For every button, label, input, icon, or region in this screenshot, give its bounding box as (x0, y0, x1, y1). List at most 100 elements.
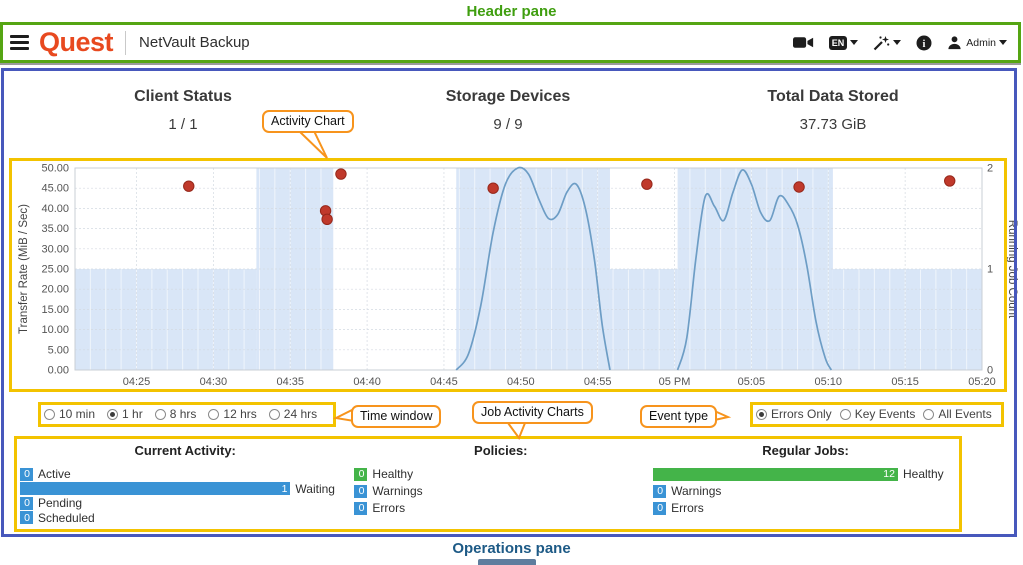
event-type-option-all-events[interactable]: All Events (923, 407, 992, 421)
svg-text:40.00: 40.00 (41, 203, 69, 215)
error-event-dot (321, 213, 333, 226)
summary-row-scheduled[interactable]: 0 Scheduled (20, 511, 350, 525)
svg-text:20.00: 20.00 (41, 284, 69, 296)
summary-row-label: Scheduled (38, 510, 95, 525)
summary-group-title: Policies: (474, 443, 528, 458)
svg-text:04:50: 04:50 (507, 376, 535, 388)
time-window-option-24-hrs[interactable]: 24 hrs (268, 407, 318, 421)
header-pane-label: Header pane (466, 3, 557, 20)
event-type-radio-group: Errors Only Key Events All Events (756, 407, 992, 421)
summary-row-healthy[interactable]: 12 Healthy (653, 467, 958, 481)
summary-count-chip: 0 (354, 501, 368, 515)
svg-text:04:55: 04:55 (584, 376, 612, 388)
summary-count-chip: 0 (653, 484, 667, 498)
svg-text:5.00: 5.00 (48, 344, 69, 356)
info-icon[interactable]: i (916, 35, 932, 51)
radio-icon (839, 408, 851, 420)
chevron-down-icon (850, 40, 859, 45)
svg-text:35.00: 35.00 (41, 223, 69, 235)
total-data-stored-stat[interactable]: Total Data Stored 37.73 GiB (708, 88, 958, 133)
event-type-option-errors-only[interactable]: Errors Only (756, 407, 832, 421)
transfer-rate-line (676, 169, 833, 371)
summary-bar: 12 (653, 467, 898, 481)
callout-pointer (709, 407, 732, 423)
summary-value: 0 (657, 485, 664, 497)
svg-text:10.00: 10.00 (41, 324, 69, 336)
svg-text:05:15: 05:15 (891, 376, 919, 388)
svg-text:05:10: 05:10 (815, 376, 843, 388)
stat-label: Storage Devices (445, 88, 571, 105)
whats-new-icon[interactable] (873, 35, 902, 51)
menu-icon[interactable] (10, 35, 29, 50)
summary-row-pending[interactable]: 0 Pending (20, 496, 350, 510)
summary-row-active[interactable]: 0 Active (20, 467, 350, 481)
time-window-option-10-min[interactable]: 10 min (44, 407, 95, 421)
svg-text:0.00: 0.00 (48, 365, 69, 377)
summary-row-warnings[interactable]: 0 Warnings (653, 484, 958, 498)
summary-row-waiting[interactable]: 1 Waiting (20, 482, 350, 496)
radio-icon (154, 408, 166, 420)
summary-row-label: Active (38, 467, 71, 481)
summary-row-label: Warnings (372, 484, 423, 498)
error-event-dot (793, 181, 805, 193)
summary-row-errors[interactable]: 0 Errors (653, 501, 958, 515)
callout-job-activity-charts: Job Activity Charts (472, 401, 593, 424)
summary-row-warnings[interactable]: 0 Warnings (354, 484, 647, 498)
client-status-stat[interactable]: Client Status 1 / 1 (58, 88, 308, 133)
summary-row-errors[interactable]: 0 Errors (354, 501, 647, 515)
summary-row-healthy[interactable]: 0 Healthy (354, 467, 647, 481)
svg-text:1: 1 (987, 264, 993, 276)
svg-text:Transfer Rate (MiB / Sec): Transfer Rate (MiB / Sec) (18, 204, 30, 334)
svg-text:2: 2 (987, 163, 993, 175)
svg-text:Running Job Count: Running Job Count (1006, 220, 1018, 319)
storage-devices-stat[interactable]: Storage Devices 9 / 9 (383, 88, 633, 133)
callout-event-type: Event type (640, 405, 718, 428)
summary-group-title: Regular Jobs: (762, 443, 849, 458)
callout-pointer (296, 130, 328, 159)
summary-row-label: Healthy (372, 467, 414, 481)
stat-value: 1 / 1 (168, 116, 198, 133)
summary-value: 12 (883, 468, 895, 480)
svg-text:04:45: 04:45 (430, 376, 458, 388)
summary-value: 0 (24, 468, 30, 480)
summary-count-chip: 0 (653, 501, 667, 515)
error-event-dot (944, 175, 956, 187)
summary-bar: 1 (20, 482, 291, 495)
radio-icon (923, 408, 935, 420)
header-actions: EN i Admin (792, 35, 1017, 51)
summary-count-chip: 0 (354, 467, 368, 481)
radio-label: 24 hrs (283, 407, 318, 421)
language-selector[interactable]: EN (828, 35, 859, 50)
summary-row-label: Errors (372, 501, 406, 515)
activity-chart[interactable]: 0.00 5.00 10.00 15.00 20.00 25.00 30.00 35.00 40… (12, 162, 1020, 389)
svg-text:50.00: 50.00 (41, 163, 69, 175)
summary-value: 1 (281, 482, 288, 495)
summary-row-label: Errors (671, 501, 704, 515)
error-event-dot (641, 178, 653, 190)
running-jobs-area (75, 269, 257, 370)
summary-count-chip: 0 (20, 467, 33, 481)
summary-value: 0 (358, 468, 365, 480)
header-divider (125, 30, 127, 55)
svg-text:0: 0 (987, 365, 993, 377)
time-window-option-1-hr[interactable]: 1 hr (107, 407, 143, 421)
event-type-option-key-events[interactable]: Key Events (839, 407, 915, 421)
stat-value: 37.73 GiB (799, 116, 867, 133)
svg-text:25.00: 25.00 (41, 264, 69, 276)
summary-value: 0 (24, 511, 30, 524)
time-window-option-12-hrs[interactable]: 12 hrs (208, 407, 257, 421)
job-activity-summary: Current Activity: 0 Active 1 Waiting 0 Pending… (16, 440, 958, 530)
user-menu[interactable]: Admin (947, 35, 1007, 50)
radio-label: 8 hrs (169, 407, 197, 421)
time-window-option-8-hrs[interactable]: 8 hrs (154, 407, 197, 421)
quest-logo: Quest (39, 27, 114, 57)
stat-label: Client Status (134, 88, 232, 105)
summary-value: 0 (358, 502, 365, 514)
radio-label: 1 hr (122, 407, 143, 421)
video-tutorials-icon[interactable] (792, 35, 814, 50)
summary-count-chip: 0 (20, 511, 33, 524)
svg-text:45.00: 45.00 (41, 183, 69, 195)
svg-text:04:40: 04:40 (353, 376, 381, 388)
language-badge: EN (828, 35, 848, 50)
time-window-radio-group: 10 min 1 hr 8 hrs 12 hrs 24 hrs (44, 407, 317, 421)
